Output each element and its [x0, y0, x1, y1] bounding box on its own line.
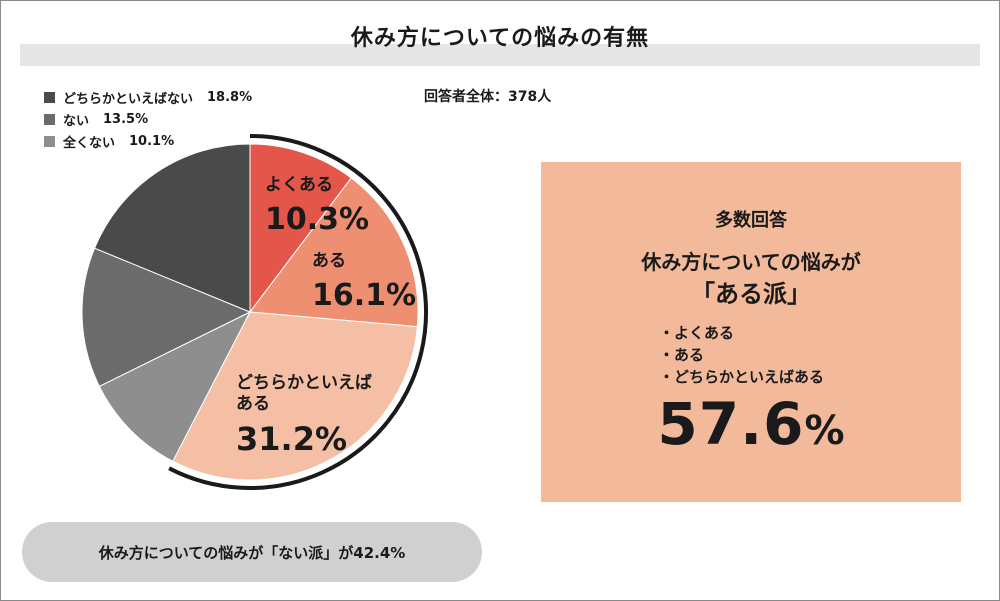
panel-list-item: どちらかといえばある: [659, 366, 824, 388]
legend-label: ない: [63, 113, 90, 129]
legend: どちらかといえばない 18.8% ない 13.5% 全くない 10.1%: [44, 86, 252, 152]
pie-slice: [93, 143, 251, 313]
legend-swatch: [44, 113, 55, 125]
slice-value-label: 10.3%: [265, 202, 369, 237]
legend-label: どちらかといえばない: [63, 91, 194, 107]
panel-big-number: 57.6: [657, 390, 805, 458]
legend-swatch: [44, 135, 55, 147]
panel-heading: 多数回答: [715, 210, 787, 231]
title-band: [20, 44, 980, 66]
pie-slice: [98, 310, 252, 462]
panel-big-unit: %: [804, 408, 845, 454]
legend-value: 13.5%: [103, 111, 149, 127]
panel-line2: 「ある派」: [691, 280, 811, 308]
slice-label: よくある: [265, 175, 333, 195]
panel-line1: 休み方についての悩みが: [641, 250, 861, 274]
slice-value-label: 16.1%: [312, 278, 416, 313]
panel-list-item: よくある: [659, 322, 824, 344]
summary-pill: 休み方についての悩みが「ない派」が42.4%: [22, 522, 482, 582]
legend-value: 18.8%: [207, 89, 253, 105]
legend-item: 全くない 10.1%: [44, 130, 252, 152]
page-title: 休み方についての悩みの有無: [350, 26, 650, 51]
majority-panel: 多数回答 休み方についての悩みが 「ある派」 よくある ある どちらかといえばあ…: [541, 162, 961, 502]
slice-label: ある: [236, 394, 270, 414]
legend-label: 全くない: [63, 135, 116, 151]
pie-slice: [249, 143, 352, 314]
slice-label: ある: [312, 251, 346, 271]
group-arc: [168, 134, 428, 490]
slice-value-label: 31.2%: [236, 420, 347, 458]
panel-list: よくある ある どちらかといえばある: [659, 322, 824, 388]
pie-slice: [81, 247, 252, 388]
legend-item: どちらかといえばない 18.8%: [44, 86, 252, 108]
pie-slice: [249, 177, 419, 328]
slice-label: どちらかといえば: [236, 373, 372, 393]
respondent-count: 回答者全体：378人: [424, 89, 552, 105]
pie-slice: [172, 311, 418, 481]
panel-big-value: 57.6%: [541, 390, 961, 458]
legend-swatch: [44, 91, 55, 103]
legend-item: ない 13.5%: [44, 108, 252, 130]
panel-list-item: ある: [659, 344, 824, 366]
legend-value: 10.1%: [129, 133, 175, 149]
